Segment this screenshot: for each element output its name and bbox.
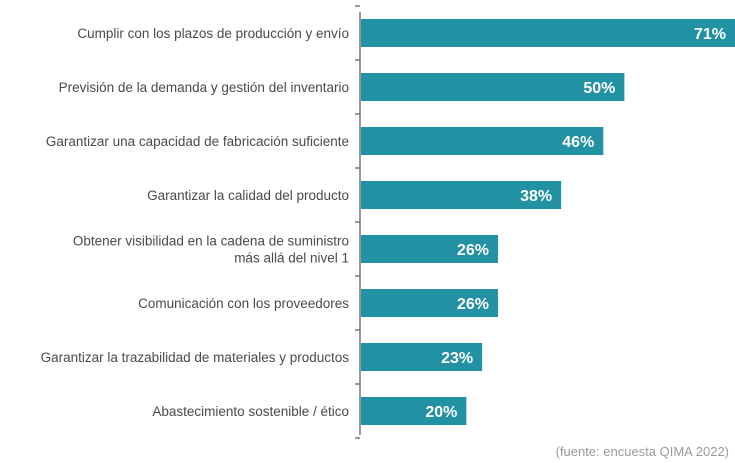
bar-value-label: 26% xyxy=(457,242,489,259)
bar-value-label: 26% xyxy=(457,296,489,313)
bar-value-label: 50% xyxy=(583,80,615,97)
bar-value-label: 71% xyxy=(694,26,726,43)
category-label: Garantizar la trazabilidad de materiales… xyxy=(41,350,350,365)
bar-value-label: 38% xyxy=(520,188,552,205)
source-note: (fuente: encuesta QIMA 2022) xyxy=(555,444,729,459)
bar xyxy=(361,73,625,101)
bar xyxy=(361,235,498,263)
bar xyxy=(361,127,604,155)
bar xyxy=(361,181,562,209)
category-label: Abastecimiento sostenible / ético xyxy=(152,404,349,419)
bar-value-label: 20% xyxy=(425,404,457,421)
category-label: Garantizar una capacidad de fabricación … xyxy=(46,134,349,149)
bar xyxy=(361,343,483,371)
bar-value-label: 23% xyxy=(441,350,473,367)
bar xyxy=(361,397,467,425)
category-label: Cumplir con los plazos de producción y e… xyxy=(77,26,349,41)
bar xyxy=(361,19,735,47)
category-label: Obtener visibilidad en la cadena de sumi… xyxy=(73,234,349,266)
category-label: Garantizar la calidad del producto xyxy=(147,188,349,203)
category-label: Previsión de la demanda y gestión del in… xyxy=(59,80,349,95)
category-label: Comunicación con los proveedores xyxy=(138,296,349,311)
bar-value-label: 46% xyxy=(562,134,594,151)
bar xyxy=(361,289,498,317)
